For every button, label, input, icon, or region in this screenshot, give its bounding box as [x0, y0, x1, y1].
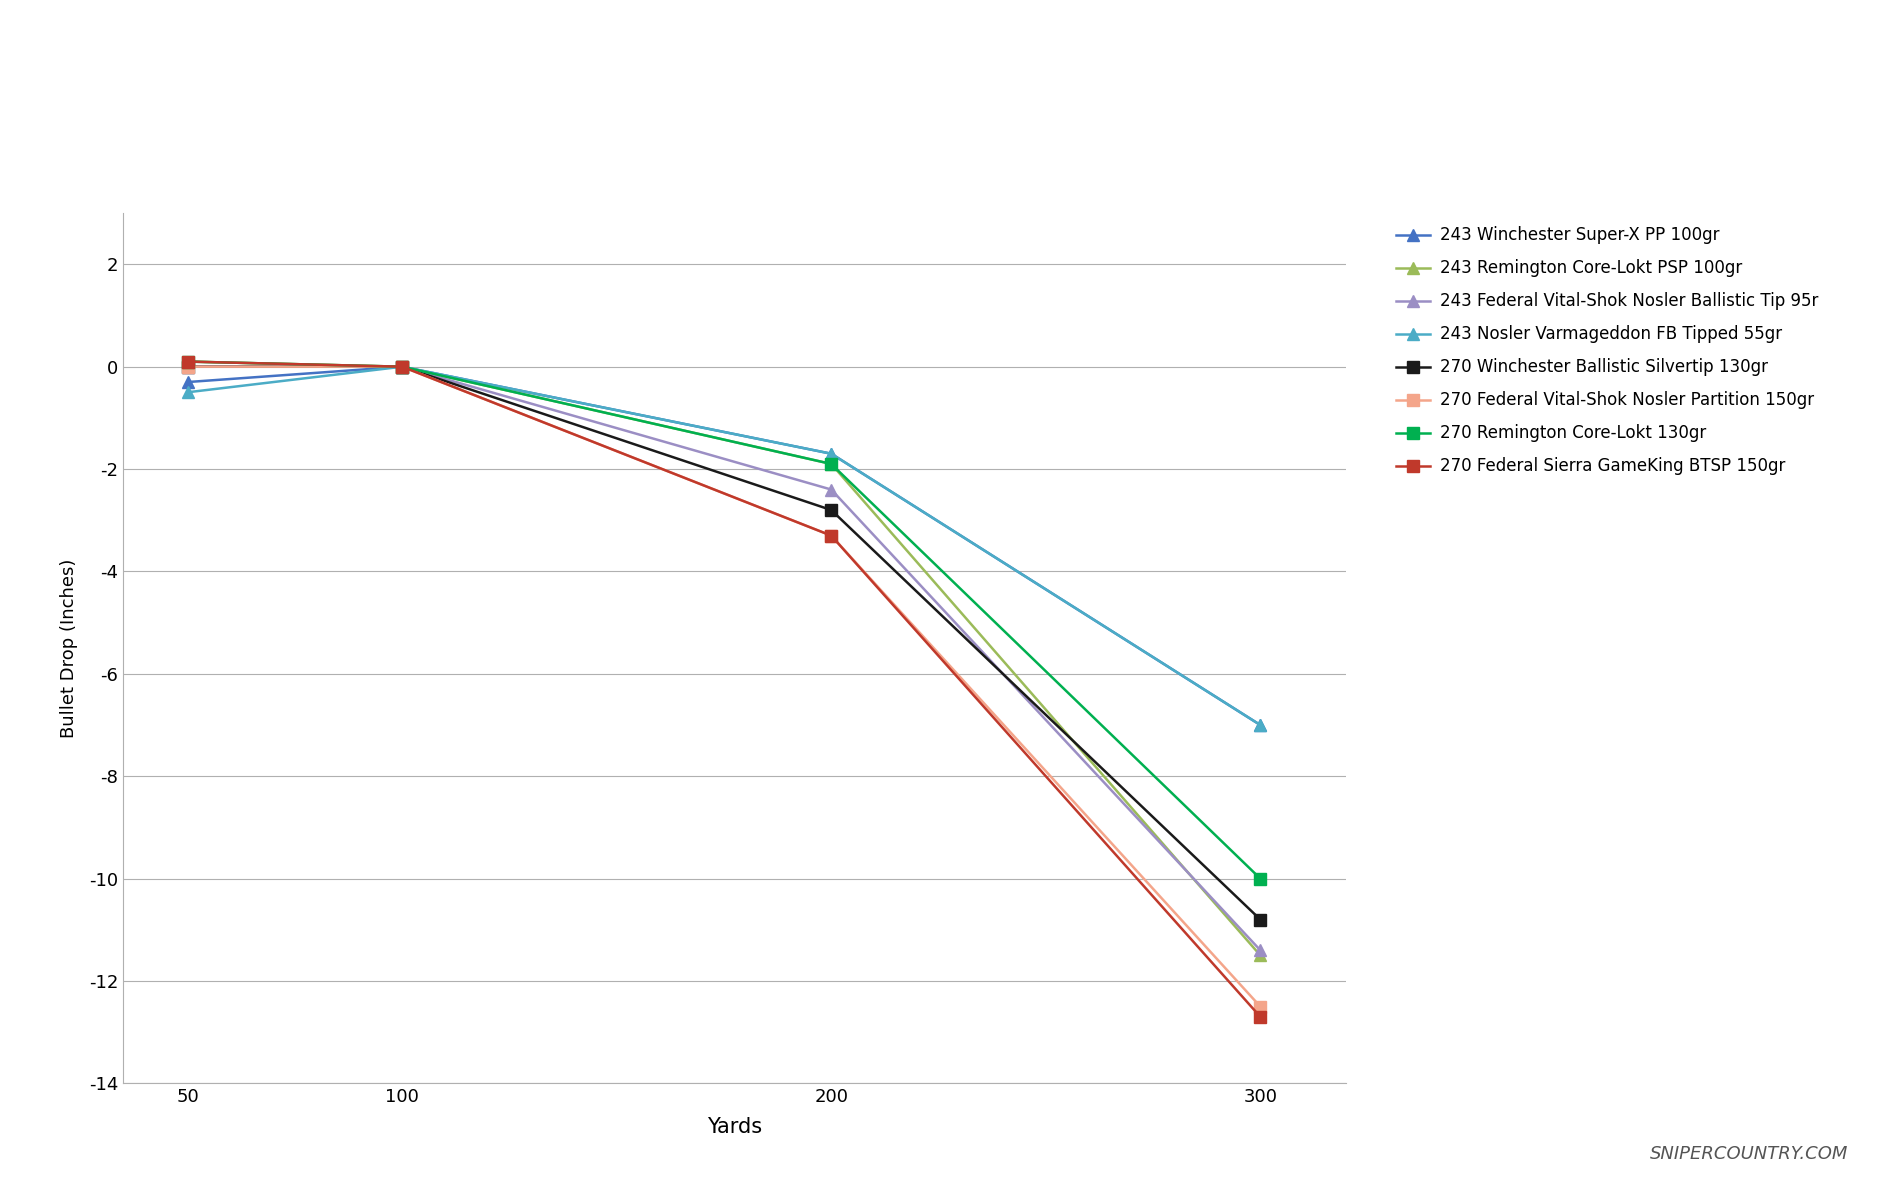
- 243 Federal Vital-Shok Nosler Ballistic Tip 95r: [819, 482, 842, 496]
- 243 Winchester Super-X PP 100gr: [176, 375, 199, 390]
- 270 Federal Sierra GameKing BTSP 150gr: [391, 360, 413, 374]
- 243 Nosler Varmageddon FB Tipped 55gr: [1249, 718, 1272, 732]
- Line: 270 Federal Sierra GameKing BTSP 150gr: 270 Federal Sierra GameKing BTSP 150gr: [182, 356, 1267, 1022]
- 270 Federal Vital-Shok Nosler Partition 150gr: [819, 528, 842, 542]
- Legend: 243 Winchester Super-X PP 100gr, 243 Remington Core-Lokt PSP 100gr, 243 Federal : 243 Winchester Super-X PP 100gr, 243 Rem…: [1392, 221, 1822, 481]
- 270 Federal Sierra GameKing BTSP 150gr: [819, 528, 842, 542]
- 243 Winchester Super-X PP 100gr: [391, 360, 413, 374]
- 243 Remington Core-Lokt PSP 100gr: [176, 354, 199, 368]
- Line: 243 Winchester Super-X PP 100gr: 243 Winchester Super-X PP 100gr: [182, 361, 1267, 731]
- Text: SHORT RANGE TRAJECTORY: SHORT RANGE TRAJECTORY: [330, 39, 1566, 117]
- 270 Remington Core-Lokt 130gr: [819, 457, 842, 471]
- 243 Winchester Super-X PP 100gr: [819, 446, 842, 461]
- 243 Federal Vital-Shok Nosler Ballistic Tip 95r: [176, 360, 199, 374]
- Line: 270 Winchester Ballistic Silvertip 130gr: 270 Winchester Ballistic Silvertip 130gr: [182, 361, 1267, 925]
- 270 Federal Sierra GameKing BTSP 150gr: [176, 354, 199, 368]
- 270 Federal Vital-Shok Nosler Partition 150gr: [391, 360, 413, 374]
- 243 Federal Vital-Shok Nosler Ballistic Tip 95r: [391, 360, 413, 374]
- Line: 243 Remington Core-Lokt PSP 100gr: 243 Remington Core-Lokt PSP 100gr: [182, 356, 1267, 961]
- 243 Winchester Super-X PP 100gr: [1249, 718, 1272, 732]
- Y-axis label: Bullet Drop (Inches): Bullet Drop (Inches): [61, 559, 78, 738]
- Line: 270 Federal Vital-Shok Nosler Partition 150gr: 270 Federal Vital-Shok Nosler Partition …: [182, 361, 1267, 1012]
- 243 Nosler Varmageddon FB Tipped 55gr: [819, 446, 842, 461]
- 270 Winchester Ballistic Silvertip 130gr: [391, 360, 413, 374]
- 270 Remington Core-Lokt 130gr: [1249, 871, 1272, 886]
- 270 Remington Core-Lokt 130gr: [391, 360, 413, 374]
- Line: 243 Nosler Varmageddon FB Tipped 55gr: 243 Nosler Varmageddon FB Tipped 55gr: [182, 361, 1267, 731]
- 243 Remington Core-Lokt PSP 100gr: [819, 457, 842, 471]
- 270 Winchester Ballistic Silvertip 130gr: [1249, 913, 1272, 927]
- 243 Remington Core-Lokt PSP 100gr: [391, 360, 413, 374]
- X-axis label: Yards: Yards: [707, 1118, 762, 1138]
- Line: 270 Remington Core-Lokt 130gr: 270 Remington Core-Lokt 130gr: [182, 356, 1267, 884]
- 270 Federal Vital-Shok Nosler Partition 150gr: [176, 360, 199, 374]
- Line: 243 Federal Vital-Shok Nosler Ballistic Tip 95r: 243 Federal Vital-Shok Nosler Ballistic …: [182, 361, 1267, 955]
- Text: SNIPERCOUNTRY.COM: SNIPERCOUNTRY.COM: [1650, 1145, 1849, 1163]
- 243 Remington Core-Lokt PSP 100gr: [1249, 948, 1272, 963]
- 270 Winchester Ballistic Silvertip 130gr: [819, 503, 842, 517]
- 243 Nosler Varmageddon FB Tipped 55gr: [176, 385, 199, 399]
- 270 Winchester Ballistic Silvertip 130gr: [176, 360, 199, 374]
- 270 Federal Vital-Shok Nosler Partition 150gr: [1249, 999, 1272, 1014]
- 270 Remington Core-Lokt 130gr: [176, 354, 199, 368]
- 270 Federal Sierra GameKing BTSP 150gr: [1249, 1010, 1272, 1024]
- 243 Federal Vital-Shok Nosler Ballistic Tip 95r: [1249, 944, 1272, 958]
- 243 Nosler Varmageddon FB Tipped 55gr: [391, 360, 413, 374]
